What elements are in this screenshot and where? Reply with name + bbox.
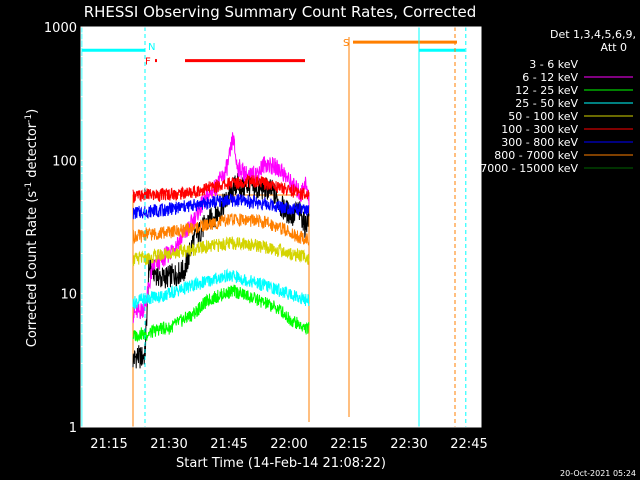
- legend-label-7000-15000-kev: 7000 - 15000 keV: [480, 162, 578, 175]
- legend-label-3-6-kev: 3 - 6 keV: [529, 58, 578, 71]
- series-line-6-12-kev: [132, 132, 310, 324]
- status-bar-label-s: S: [343, 38, 349, 49]
- legend-label-300-800-kev: 300 - 800 keV: [501, 136, 578, 149]
- series-line-300-800-kev: [132, 193, 310, 220]
- x-tick-label: 22:30: [390, 437, 427, 452]
- legend-label-100-300-kev: 100 - 300 keV: [501, 123, 578, 136]
- attenuator-box-outline: [132, 194, 310, 427]
- legend-label-12-25-kev: 12 - 25 keV: [515, 84, 578, 97]
- series-line-12-25-kev: [132, 284, 310, 343]
- footer-timestamp: 20-Oct-2021 05:24: [560, 469, 636, 478]
- y-tick-label: 10: [60, 288, 77, 303]
- legend-header-attenuator: Att 0: [601, 41, 627, 54]
- series-line-100-300-kev: [132, 174, 310, 204]
- x-tick-label: 21:45: [210, 437, 247, 452]
- series-line-800-7000-kev: [132, 213, 310, 246]
- x-tick-label: 21:15: [90, 437, 127, 452]
- marker-label-n: N: [148, 42, 155, 53]
- y-axis-label-sup2: -1: [24, 114, 34, 123]
- plot-frame: [80, 26, 482, 428]
- series-line-50-100-kev: [132, 236, 310, 267]
- overlay-layer: F S N: [81, 27, 467, 427]
- x-tick-label: 22:45: [450, 437, 487, 452]
- y-axis-label-part2: detector: [25, 122, 40, 182]
- x-axis-label: Start Time (14-Feb-14 21:08:22): [176, 456, 386, 471]
- legend-header-detectors: Det 1,3,4,5,6,9,: [550, 28, 636, 41]
- legend-label-800-7000-kev: 800 - 7000 keV: [494, 149, 578, 162]
- y-tick-label: 1: [69, 421, 77, 436]
- ticks-layer: 1 10 100 1000 21:15 21:30 21:45 22:00 22:15 22:30…: [44, 21, 488, 452]
- series-line-25-50-kev: [132, 268, 310, 310]
- y-tick-label: 1000: [44, 21, 77, 36]
- legend-label-25-50-kev: 25 - 50 keV: [515, 97, 578, 110]
- y-tick-label: 100: [52, 154, 77, 169]
- chart-title: RHESSI Observing Summary Count Rates, Co…: [84, 3, 477, 21]
- y-axis-label: Corrected Count Rate (s-1 detector-1): [24, 109, 40, 347]
- status-bar-label-f: F: [145, 57, 151, 68]
- x-tick-label: 21:30: [150, 437, 187, 452]
- legend-label-50-100-kev: 50 - 100 keV: [508, 110, 578, 123]
- legend-label-6-12-kev: 6 - 12 keV: [522, 71, 578, 84]
- x-tick-label: 22:00: [270, 437, 307, 452]
- x-tick-label: 22:15: [330, 437, 367, 452]
- y-axis-label-part3: ): [25, 109, 40, 114]
- y-axis-label-sup1: -1: [24, 182, 34, 191]
- y-axis-label-part1: Corrected Count Rate (s: [25, 191, 40, 348]
